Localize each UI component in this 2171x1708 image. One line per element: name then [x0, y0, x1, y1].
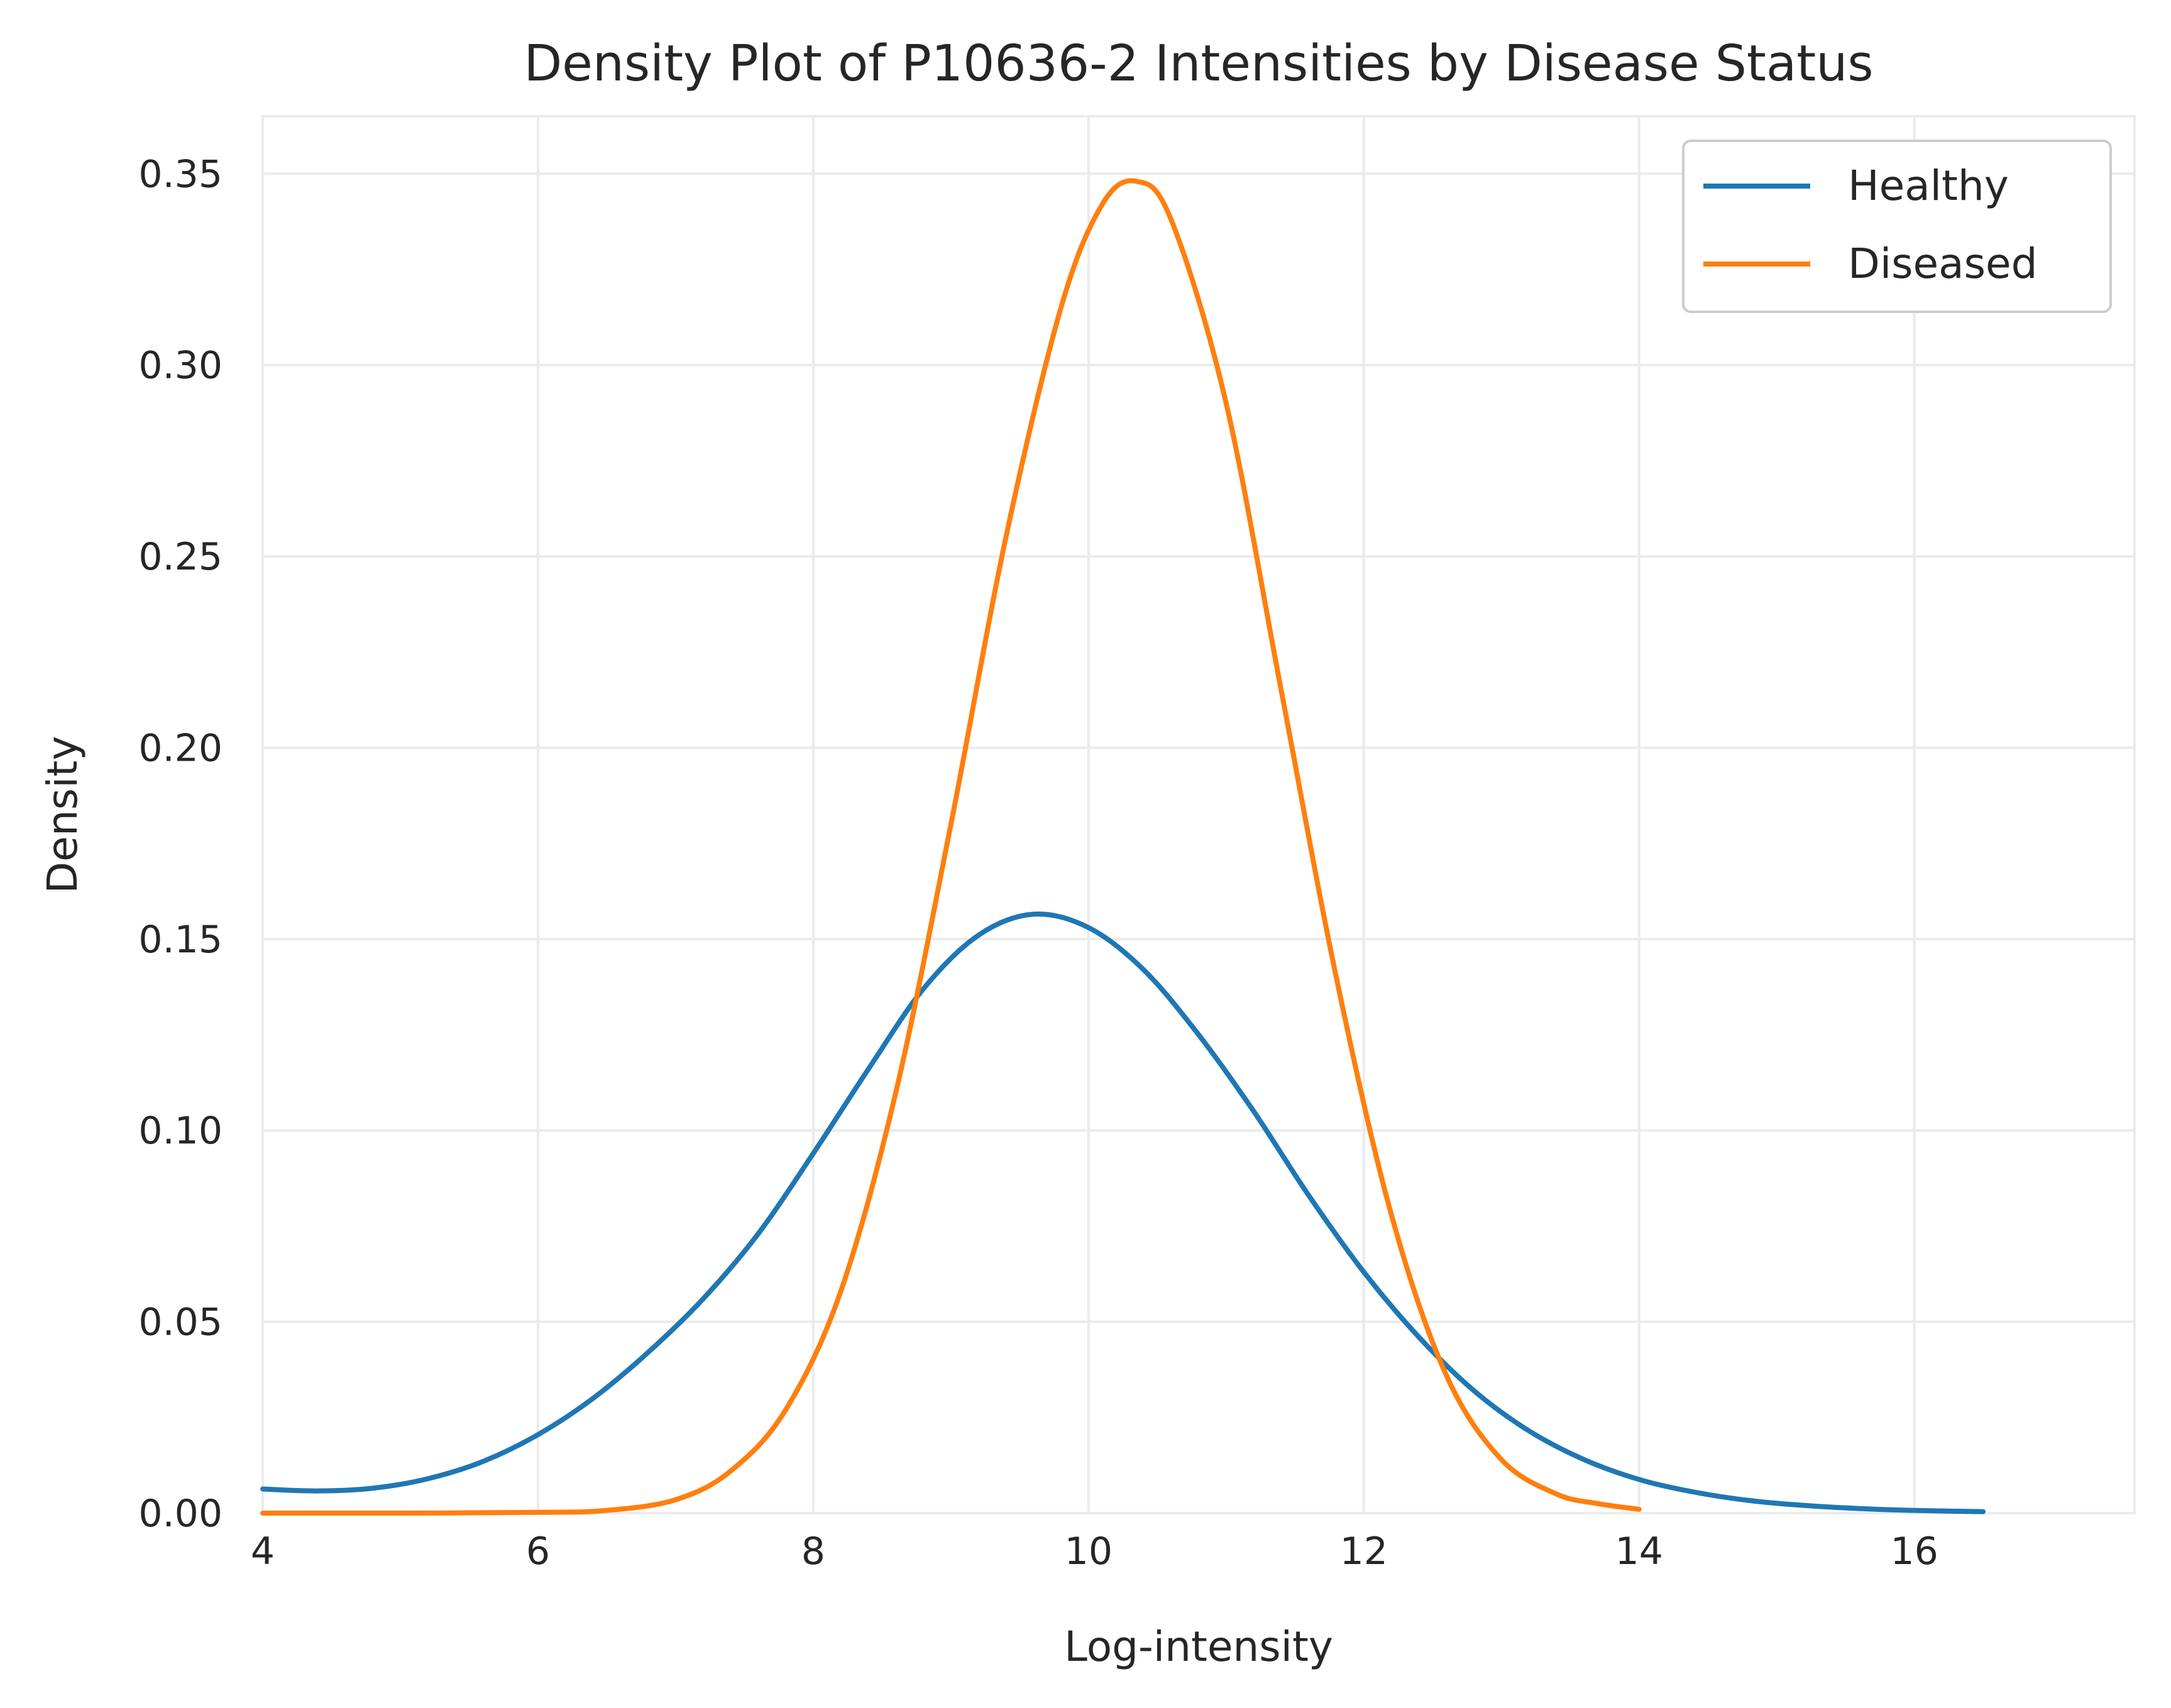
series-line-healthy [260, 912, 1986, 1514]
chart-title: Density Plot of P10636-2 Intensities by … [524, 35, 1873, 92]
x-tick-label: 4 [251, 1529, 275, 1573]
y-tick-label: 0.35 [138, 152, 223, 196]
series-line-diseased [260, 178, 1642, 1516]
x-tick-label: 10 [1065, 1529, 1113, 1573]
y-tick-label: 0.05 [138, 1301, 223, 1345]
y-tick-label: 0.30 [138, 344, 223, 388]
plot-frame [261, 115, 2136, 1514]
y-tick-label: 0.15 [138, 918, 223, 962]
x-axis-label: Log-intensity [1064, 1623, 1333, 1671]
y-tick-label: 0.00 [138, 1492, 223, 1536]
plot-background [263, 116, 2135, 1513]
y-tick-label: 0.20 [138, 726, 223, 770]
series-layer [260, 178, 1986, 1516]
x-tick-label: 12 [1340, 1529, 1388, 1573]
y-tick-label: 0.25 [138, 535, 223, 579]
legend: Healthy Diseased [1682, 140, 2112, 313]
y-tick-label: 0.10 [138, 1109, 223, 1153]
x-tick-label: 8 [801, 1529, 825, 1573]
y-axis-label: Density [38, 736, 87, 894]
x-tick-label: 16 [1890, 1529, 1938, 1573]
legend-label-healthy: Healthy [1848, 162, 2009, 210]
legend-label-diseased: Diseased [1848, 240, 2037, 288]
x-tick-labels: 4 6 8 10 12 14 16 [251, 1529, 1938, 1573]
y-tick-labels: 0.00 0.05 0.10 0.15 0.20 0.25 0.30 0.35 [138, 152, 223, 1536]
x-tick-label: 6 [526, 1529, 550, 1573]
x-tick-label: 14 [1615, 1529, 1663, 1573]
